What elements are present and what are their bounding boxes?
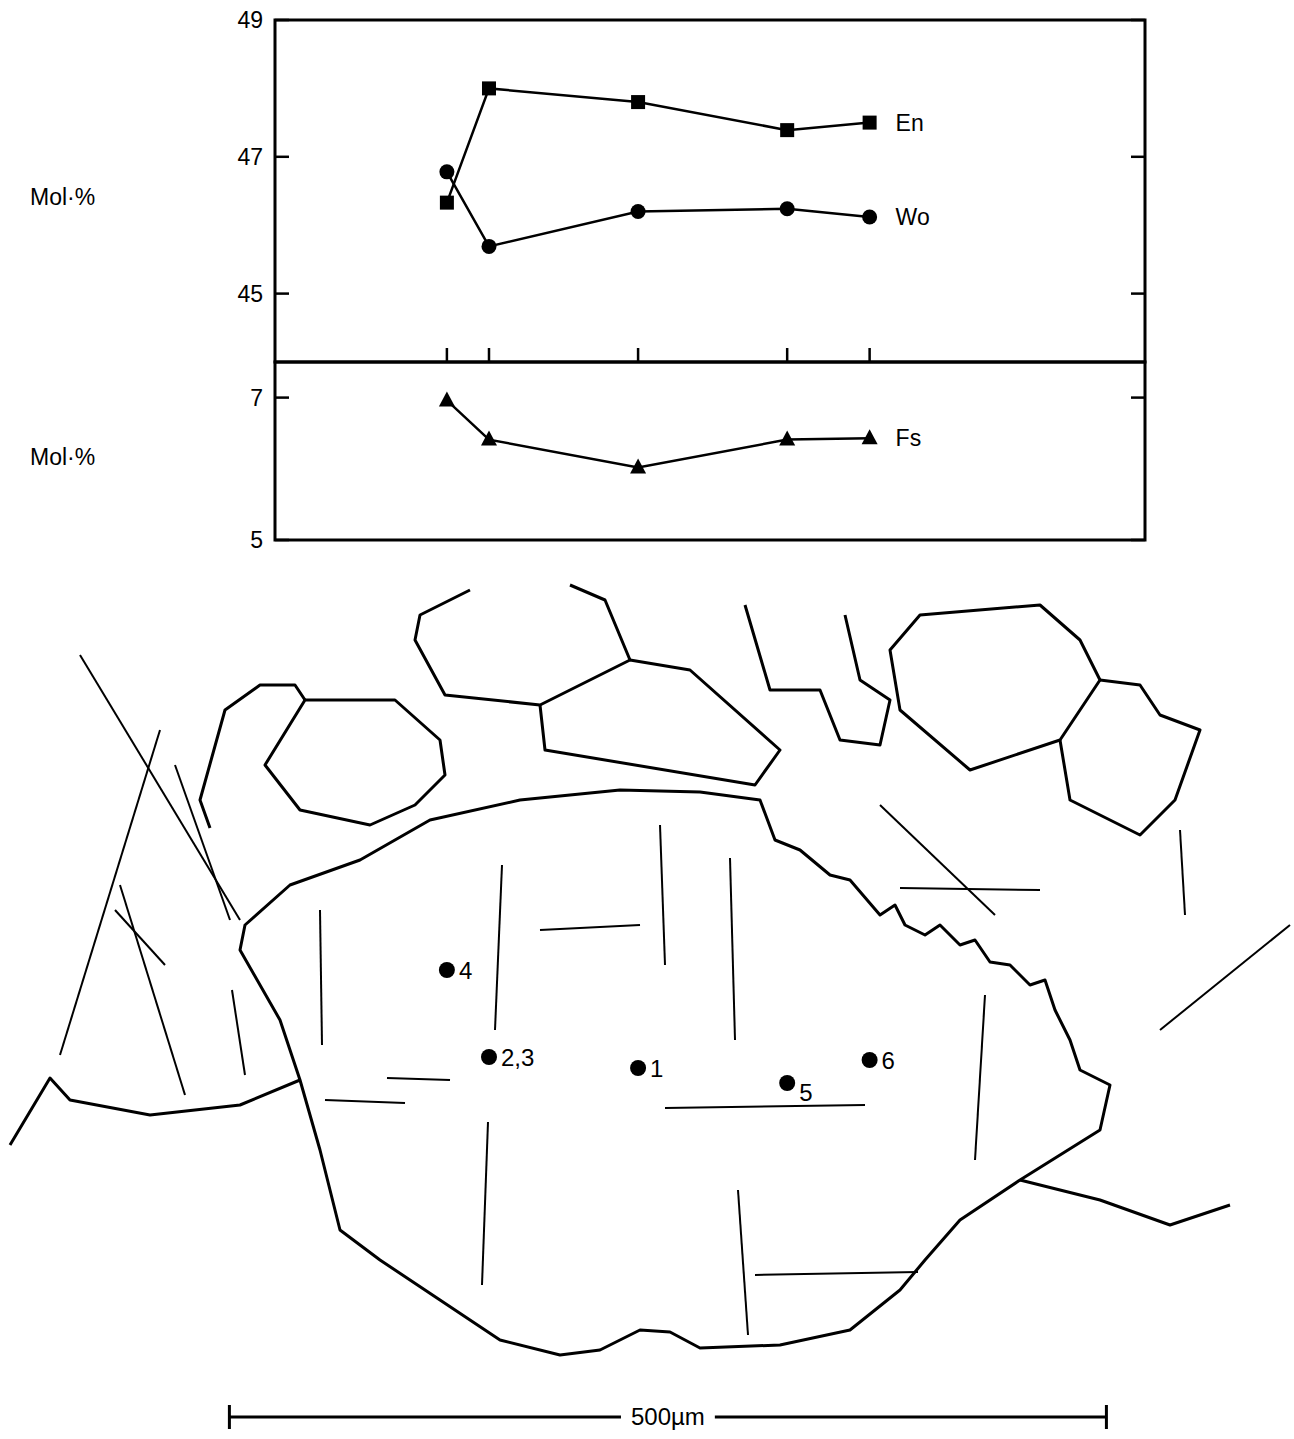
marker-triangle bbox=[439, 391, 455, 406]
x-tick bbox=[868, 348, 871, 362]
y-tick bbox=[275, 396, 289, 399]
y-tick-label: 7 bbox=[250, 385, 263, 411]
grain-outline bbox=[745, 605, 890, 745]
crack-line bbox=[1160, 925, 1290, 1030]
analysis-point bbox=[779, 1075, 795, 1091]
plot-frame bbox=[275, 362, 1145, 540]
crack-line bbox=[665, 1105, 865, 1108]
grain-outline bbox=[540, 660, 780, 785]
series-line bbox=[447, 172, 870, 247]
marker-square bbox=[631, 95, 645, 109]
crack-line bbox=[1180, 830, 1185, 915]
y-tick bbox=[1131, 156, 1145, 159]
crack-line bbox=[232, 990, 245, 1075]
y-tick bbox=[1131, 396, 1145, 399]
crack-line bbox=[880, 805, 995, 915]
y-tick bbox=[1131, 19, 1145, 22]
y-tick bbox=[1131, 292, 1145, 295]
y-tick bbox=[1131, 539, 1145, 542]
grain-outline bbox=[265, 700, 445, 825]
cracks bbox=[60, 655, 1290, 1335]
crack-line bbox=[120, 885, 185, 1095]
grain-sketch bbox=[10, 585, 1230, 1355]
point-label: 1 bbox=[650, 1055, 663, 1082]
analysis-point bbox=[481, 1049, 497, 1065]
crack-line bbox=[325, 1100, 405, 1103]
grain-outline bbox=[1020, 1180, 1230, 1225]
marker-circle bbox=[862, 209, 877, 224]
series-line bbox=[447, 400, 870, 467]
crack-line bbox=[482, 1122, 488, 1285]
marker-triangle bbox=[630, 458, 646, 473]
y-tick bbox=[275, 539, 289, 542]
figure: 45 47 49 Mol·% En Wo 5 7 Mol·% Fs 4 2,3 1 5 6 500µm bbox=[0, 0, 1294, 1439]
marker-circle bbox=[481, 239, 496, 254]
point-label: 2,3 bbox=[501, 1044, 534, 1071]
marker-square bbox=[780, 123, 794, 137]
label-background bbox=[621, 1401, 715, 1432]
grain-outline bbox=[240, 790, 1110, 1355]
series-line bbox=[447, 88, 870, 202]
y-tick bbox=[275, 156, 289, 159]
grain-outline bbox=[10, 1078, 300, 1145]
analysis-point bbox=[439, 962, 455, 978]
crack-line bbox=[115, 910, 165, 965]
crack-line bbox=[387, 1078, 450, 1080]
grain-outline bbox=[200, 685, 305, 828]
scale-bar-end bbox=[228, 1405, 231, 1429]
y-axis-label: Mol·% bbox=[30, 184, 95, 210]
analysis-point bbox=[862, 1052, 878, 1068]
point-label: 4 bbox=[459, 957, 472, 984]
y-tick-label: 45 bbox=[237, 281, 263, 307]
crack-line bbox=[540, 925, 640, 930]
y-tick bbox=[275, 292, 289, 295]
marker-square bbox=[440, 196, 454, 210]
panel-1: 5 7 Mol·% Fs bbox=[30, 362, 1145, 553]
marker-circle bbox=[439, 164, 454, 179]
crack-line bbox=[755, 1272, 918, 1275]
x-tick bbox=[446, 348, 449, 362]
crack-line bbox=[738, 1190, 748, 1335]
crack-line bbox=[975, 995, 985, 1160]
series-label: Wo bbox=[896, 204, 930, 230]
point-label: 6 bbox=[882, 1047, 895, 1074]
analysis-point bbox=[630, 1060, 646, 1076]
crack-line bbox=[60, 730, 160, 1055]
marker-triangle bbox=[779, 431, 795, 446]
grain-outline bbox=[415, 585, 630, 705]
point-label: 5 bbox=[799, 1079, 812, 1106]
x-tick bbox=[786, 348, 789, 362]
crack-line bbox=[80, 655, 240, 920]
grain-outline bbox=[1060, 680, 1200, 835]
y-tick-label: 5 bbox=[250, 527, 263, 553]
scale-bar-label: 500µm bbox=[631, 1403, 705, 1430]
crack-line bbox=[320, 910, 322, 1045]
y-axis-label: Mol·% bbox=[30, 444, 95, 470]
scale-bar-end bbox=[1105, 1405, 1108, 1429]
x-tick bbox=[488, 348, 491, 362]
marker-circle bbox=[631, 204, 646, 219]
data-group bbox=[439, 391, 878, 473]
data-group bbox=[439, 81, 877, 254]
marker-square bbox=[863, 116, 877, 130]
grain-outline bbox=[890, 605, 1100, 770]
plot-frame bbox=[275, 20, 1145, 362]
crack-line bbox=[495, 865, 502, 1030]
crack-line bbox=[900, 888, 1040, 890]
marker-triangle bbox=[481, 431, 497, 446]
y-tick-label: 49 bbox=[237, 7, 263, 33]
crack-line bbox=[660, 825, 665, 965]
series-label: En bbox=[896, 110, 924, 136]
crack-line bbox=[175, 765, 230, 920]
y-tick bbox=[275, 19, 289, 22]
x-tick bbox=[637, 348, 640, 362]
marker-square bbox=[482, 81, 496, 95]
panel-0: 45 47 49 Mol·% En Wo bbox=[30, 7, 1145, 362]
y-tick-label: 47 bbox=[237, 144, 263, 170]
series-label: Fs bbox=[896, 425, 922, 451]
marker-circle bbox=[780, 201, 795, 216]
marker-triangle bbox=[862, 429, 878, 444]
crack-line bbox=[730, 858, 735, 1040]
